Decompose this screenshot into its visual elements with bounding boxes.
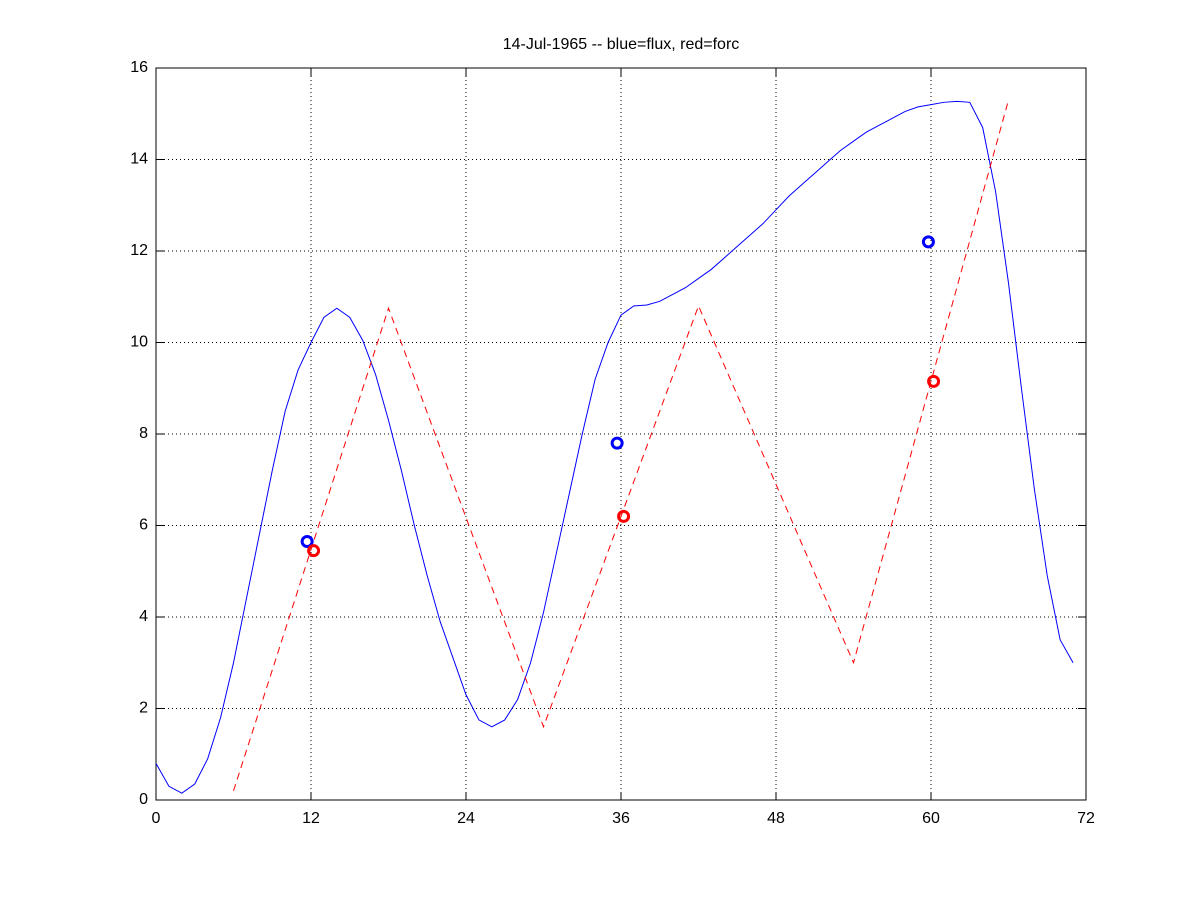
y-tick-label: 16 (130, 59, 148, 76)
x-tick-label: 36 (612, 810, 630, 827)
y-tick-label: 0 (139, 791, 148, 808)
y-tick-label: 10 (130, 334, 148, 351)
plot-frame (155, 67, 1087, 801)
x-tick-label: 12 (302, 810, 320, 827)
y-tick-label: 8 (139, 425, 148, 442)
y-tick-label: 6 (139, 517, 148, 534)
marker (921, 235, 935, 249)
marker (300, 535, 314, 549)
y-tick-label: 12 (130, 242, 148, 259)
marker (610, 436, 624, 450)
y-tick-label: 2 (139, 700, 148, 717)
x-tick-label: 72 (1077, 810, 1095, 827)
x-tick-label: 60 (922, 810, 940, 827)
chart-title: 14-Jul-1965 -- blue=flux, red=forc (503, 36, 740, 53)
x-tick-label: 24 (457, 810, 475, 827)
x-tick-label: 48 (767, 810, 785, 827)
y-tick-label: 14 (130, 151, 148, 168)
marker (307, 544, 321, 558)
marker (617, 509, 631, 523)
marker (927, 374, 941, 388)
x-tick-label: 0 (152, 810, 161, 827)
data-line (155, 100, 1074, 794)
data-line (233, 99, 1009, 792)
y-tick-label: 4 (139, 608, 148, 625)
